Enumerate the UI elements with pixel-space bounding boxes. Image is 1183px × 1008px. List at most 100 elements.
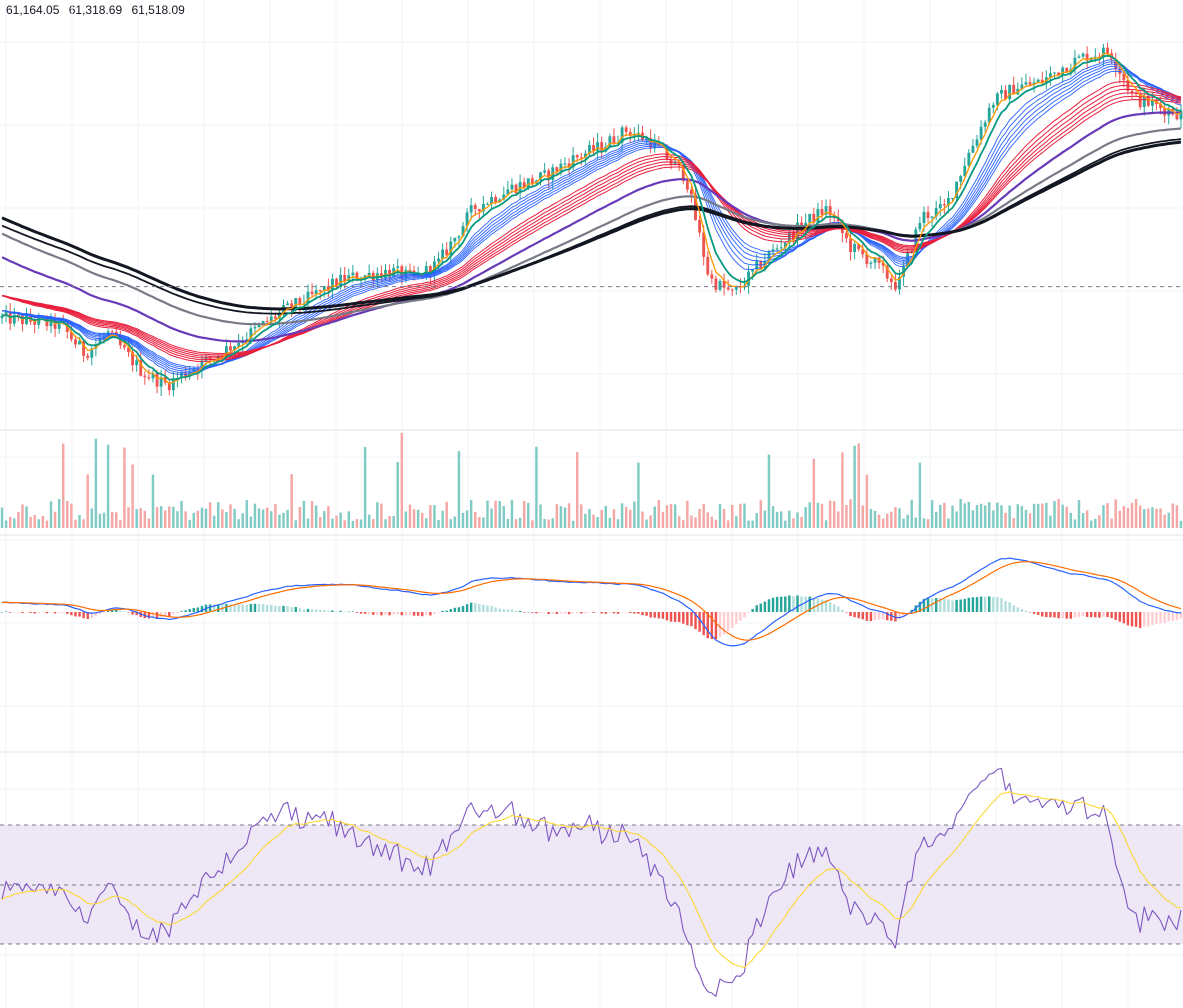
macd-histogram-bar [641,612,644,616]
macd-histogram-bar [849,612,852,617]
candle [1114,52,1118,78]
candle-body [816,209,820,223]
volume-bar [327,506,330,528]
macd-histogram-bar [645,612,648,616]
macd-histogram-bar [335,611,338,612]
candle [74,335,77,349]
volume-bar [302,500,306,528]
candle-body [159,377,163,387]
macd-histogram-bar [339,610,342,612]
candle-body [208,357,212,360]
volume-bar [522,501,526,528]
volume-bar [490,508,493,528]
volume-bar [775,511,779,528]
macd-histogram-bar [355,612,359,613]
candle-body [371,272,375,281]
candle-body [118,336,122,346]
macd-histogram-bar [951,600,954,612]
macd-histogram-bar [857,612,860,619]
candle [575,153,579,163]
candle-body [1048,73,1052,78]
volume-bar [531,520,534,528]
macd-histogram-bar [229,604,232,612]
candle-body [102,336,106,339]
macd-histogram-bar [718,612,722,637]
macd-histogram-bar [445,610,448,612]
volume-bar [469,499,473,528]
candle-body [355,272,359,281]
volume-bar [429,505,432,528]
candle [1032,77,1036,93]
price-pane[interactable] [0,42,1183,397]
candle [608,133,612,148]
volume-bar [147,518,151,528]
candle-body [343,274,347,282]
macd-histogram-bar [408,612,412,615]
candle-body [922,211,926,224]
volume-bar [1089,520,1093,528]
candle-body [645,138,648,141]
candle-body [326,286,330,291]
candle-body [1085,53,1089,61]
candle [869,260,873,269]
macd-histogram-bar [441,610,444,612]
candle-body [918,223,922,230]
candle [730,288,734,296]
volume-bar [616,519,620,528]
volume-bar [763,510,767,528]
volume-bar [563,507,567,528]
candle-body [457,236,461,238]
volume-bar [249,516,253,528]
macd-histogram-bar [1016,607,1020,612]
volume-bar [1061,504,1064,528]
macd-histogram-bar [930,598,934,612]
candle [926,205,930,223]
macd-histogram-bar [943,599,946,612]
volume-bar [486,500,489,528]
macd-histogram-bar [241,604,244,612]
volume-bar [971,510,975,528]
macd-histogram-bar [596,612,599,613]
volume-bar [25,506,28,528]
volume-bar [869,509,873,528]
volume-bar [665,505,669,528]
volume-bar [1126,507,1130,528]
candle-body [1061,67,1065,76]
candle-body [314,290,318,295]
macd-histogram-bar [714,612,718,640]
volume-bar [877,514,881,528]
candle-body [86,355,90,358]
macd-histogram-bar [384,612,387,615]
volume-bar [694,517,697,528]
macd-histogram-bar [429,612,432,616]
candle-body [779,247,783,249]
macd-histogram-bar [963,598,966,612]
macd-histogram-bar [898,612,901,620]
macd-histogram-bar [543,612,546,613]
macd-histogram-bar [1179,612,1183,619]
macd-histogram-bar [792,596,795,612]
macd-histogram-bar [1032,612,1036,614]
macd-histogram-bar [257,603,261,612]
volume-bar [323,510,326,528]
volume-bar [506,518,510,528]
volume-bar [396,462,399,528]
macd-histogram-bar [967,597,971,612]
volume-bar [217,502,220,528]
volume-bar [1102,505,1105,528]
macd-histogram-bar [604,612,608,614]
macd-histogram-bar [270,604,273,612]
volume-bar [29,516,32,528]
candle-body [1179,110,1183,120]
macd-histogram-bar [1159,612,1162,624]
candle-body [1138,94,1142,108]
candle-body [1077,56,1081,58]
volume-bar [926,519,930,528]
volume-bar [86,474,89,528]
candle [963,157,967,177]
macd-histogram-bar [425,612,428,616]
macd-histogram-bar [1106,612,1109,618]
volume-bar [832,501,836,528]
volume-bar [351,520,355,528]
